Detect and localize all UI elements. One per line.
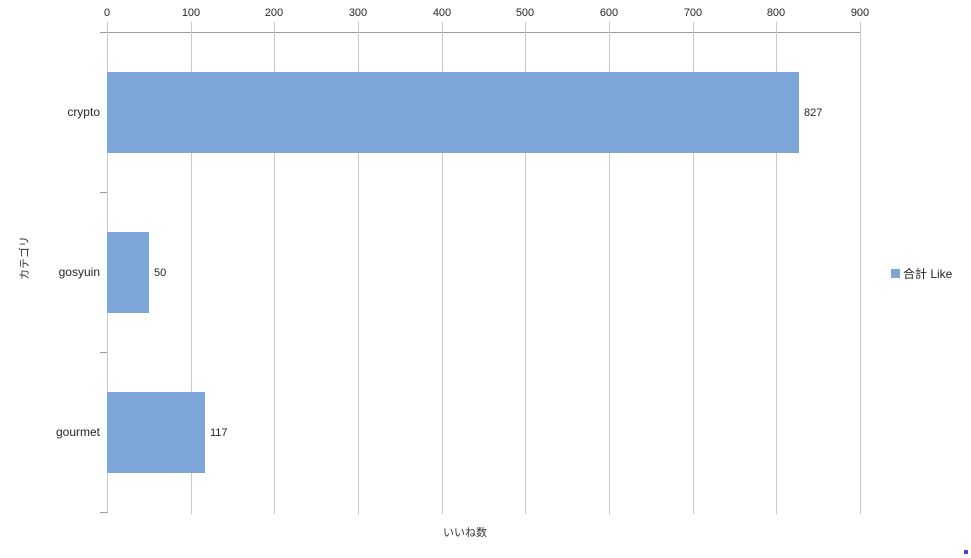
bar-gosyuin[interactable] bbox=[107, 232, 149, 313]
x-axis-title: いいね数 bbox=[443, 527, 487, 539]
x-tick-label: 300 bbox=[348, 7, 368, 19]
data-label: 117 bbox=[210, 426, 228, 439]
x-tick-label: 700 bbox=[683, 7, 703, 19]
x-tick-label: 100 bbox=[181, 7, 201, 19]
gridline bbox=[860, 22, 861, 514]
gridline bbox=[442, 22, 443, 514]
gridline bbox=[358, 22, 359, 514]
y-axis-tick bbox=[100, 192, 107, 193]
x-tick-label: 900 bbox=[850, 7, 870, 19]
gridline bbox=[693, 22, 694, 514]
legend[interactable]: 合計 Like bbox=[891, 265, 952, 282]
x-tick-label: 400 bbox=[432, 7, 452, 19]
gridline bbox=[776, 22, 777, 514]
gridline bbox=[191, 22, 192, 514]
y-axis-tick bbox=[100, 512, 107, 513]
x-tick-label: 800 bbox=[766, 7, 786, 19]
x-tick-label: 0 bbox=[103, 7, 111, 19]
x-tick-label: 500 bbox=[515, 7, 535, 19]
bar-crypto[interactable] bbox=[107, 72, 799, 153]
legend-label: 合計 Like bbox=[903, 267, 953, 281]
gridline bbox=[274, 22, 275, 514]
x-tick-label: 600 bbox=[599, 7, 619, 19]
gridline bbox=[525, 22, 526, 514]
data-label: 50 bbox=[154, 266, 167, 279]
x-tick-label: 200 bbox=[264, 7, 284, 19]
stray-mark bbox=[964, 550, 968, 554]
data-label: 827 bbox=[804, 106, 823, 119]
bar-gourmet[interactable] bbox=[107, 392, 205, 473]
y-axis-tick bbox=[100, 32, 107, 33]
legend-marker-icon bbox=[891, 269, 900, 278]
y-axis-tick bbox=[100, 352, 107, 353]
gridline bbox=[609, 22, 610, 514]
x-axis-line bbox=[100, 32, 861, 33]
category-label: gourmet bbox=[55, 425, 100, 439]
y-axis-title: カテゴリ bbox=[19, 236, 31, 280]
category-label: crypto bbox=[67, 105, 100, 119]
category-label: gosyuin bbox=[58, 265, 100, 279]
